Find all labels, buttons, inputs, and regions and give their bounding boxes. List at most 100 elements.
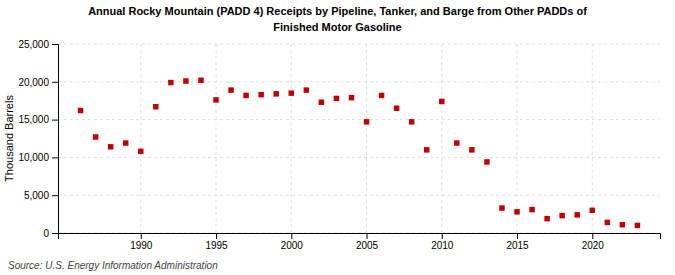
y-tick-label: 15,000 [18, 114, 49, 125]
x-tick-mark [367, 233, 368, 239]
point [183, 78, 188, 83]
point [620, 222, 625, 227]
x-tick-label: 2005 [356, 240, 379, 251]
point [454, 140, 459, 145]
point [574, 212, 579, 217]
point [228, 87, 233, 92]
x-tick: 2005 [356, 233, 379, 251]
point [289, 90, 294, 95]
y-tick-mark [52, 157, 58, 158]
point [499, 205, 504, 210]
x-tick-mark [216, 233, 217, 239]
y-tick-label: 0 [43, 228, 49, 239]
point [439, 99, 444, 104]
x-tick-mark [592, 233, 593, 239]
point [78, 108, 83, 113]
y-tick: 25,000 [18, 39, 58, 50]
point [273, 91, 278, 96]
point [590, 208, 595, 213]
point [93, 134, 98, 139]
x-tick-label: 2015 [506, 240, 529, 251]
point [319, 99, 324, 104]
y-grid-line [58, 119, 660, 120]
y-grid-line [58, 157, 660, 158]
plot-area: 1990 1995 2000 2005 2010 2015 2020 0 5,000 10,000… [18, 39, 660, 251]
x-grid-line [216, 44, 217, 233]
points [78, 78, 640, 229]
y-grid-line [58, 44, 660, 45]
x-grid-line [517, 44, 518, 233]
point [168, 80, 173, 85]
y-tick-mark [52, 82, 58, 83]
point [153, 104, 158, 109]
x-tick-label: 2020 [582, 240, 605, 251]
point [108, 144, 113, 149]
chart-container: 1990 1995 2000 2005 2010 2015 2020 0 5,000 10,000… [0, 0, 675, 275]
x-tick: 1995 [205, 233, 228, 251]
point [304, 87, 309, 92]
y-tick-mark [52, 120, 58, 121]
y-axis-line [52, 45, 59, 234]
x-tick-label: 1995 [205, 240, 228, 251]
x-tick: 2020 [582, 233, 605, 251]
chart-svg: 1990 1995 2000 2005 2010 2015 2020 0 5,000 10,000… [0, 0, 675, 275]
y-tick: 10,000 [18, 152, 58, 163]
title: Annual Rocky Mountain (PADD 4) Receipts … [88, 5, 587, 17]
x-tick: 1990 [130, 233, 153, 251]
y-axis-title: Thousand Barrels [3, 95, 15, 182]
point [394, 106, 399, 111]
y-tick-label: 10,000 [18, 152, 49, 163]
x-axis: 1990 1995 2000 2005 2010 2015 2020 [59, 233, 661, 251]
point [213, 97, 218, 102]
point [529, 207, 534, 212]
x-tick-label: 2010 [431, 240, 454, 251]
y-tick: 15,000 [18, 114, 58, 125]
source-note: Source: U.S. Energy Information Administ… [8, 260, 218, 271]
x-tick-mark [517, 233, 518, 239]
point [138, 149, 143, 154]
x-tick-mark [141, 233, 142, 239]
point [334, 96, 339, 101]
y-tick-mark [52, 44, 58, 45]
x-grid-line [592, 44, 593, 233]
point [559, 213, 564, 218]
point [514, 209, 519, 214]
point [198, 78, 203, 83]
x-grid-line [291, 44, 292, 233]
x-axis-line [59, 234, 661, 240]
point [605, 220, 610, 225]
point [123, 140, 128, 145]
point [635, 223, 640, 228]
point [364, 119, 369, 124]
y-grid-line [58, 81, 660, 82]
y-tick: 20,000 [18, 77, 58, 88]
x-grid-line [140, 44, 141, 233]
point [349, 95, 354, 100]
y-axis: 0 5,000 10,000 15,000 20,000 25,000 [18, 39, 58, 239]
grid [58, 44, 660, 233]
point [258, 92, 263, 97]
x-tick: 2000 [281, 233, 304, 251]
point [379, 93, 384, 98]
y-tick-mark [52, 233, 58, 234]
y-tick-label: 25,000 [18, 39, 49, 50]
subtitle: Finished Motor Gasoline [273, 21, 401, 33]
y-tick: 5,000 [24, 190, 58, 201]
x-tick-label: 2000 [281, 240, 304, 251]
y-tick: 0 [43, 228, 58, 239]
point [544, 216, 549, 221]
y-tick-label: 20,000 [18, 77, 49, 88]
point [243, 93, 248, 98]
y-grid-line [58, 195, 660, 196]
y-tick-label: 5,000 [24, 190, 49, 201]
x-tick: 2015 [506, 233, 529, 251]
x-grid-line [366, 44, 367, 233]
point [409, 119, 414, 124]
point [424, 147, 429, 152]
x-tick: 2010 [431, 233, 454, 251]
x-tick-label: 1990 [130, 240, 153, 251]
x-tick-mark [442, 233, 443, 239]
point [484, 159, 489, 164]
point [469, 147, 474, 152]
y-tick-mark [52, 195, 58, 196]
